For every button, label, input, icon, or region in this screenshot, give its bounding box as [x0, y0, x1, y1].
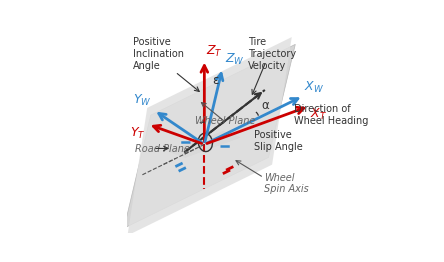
- Text: Positive
Inclination
Angle: Positive Inclination Angle: [133, 37, 184, 71]
- Text: α: α: [262, 99, 270, 112]
- Text: Wheel
Spin Axis: Wheel Spin Axis: [264, 173, 309, 194]
- Text: $X_W$: $X_W$: [304, 80, 324, 95]
- Text: Positive
Slip Angle: Positive Slip Angle: [254, 130, 302, 152]
- Text: Wheel Plane: Wheel Plane: [195, 116, 256, 126]
- Text: Direction of
Wheel Heading: Direction of Wheel Heading: [294, 104, 369, 126]
- Text: Tire
Trajectory
Velocity: Tire Trajectory Velocity: [248, 37, 296, 71]
- Text: $Y_W$: $Y_W$: [133, 93, 152, 108]
- Text: $Y_T$: $Y_T$: [130, 126, 146, 141]
- Polygon shape: [124, 44, 295, 228]
- Text: $X_T$: $X_T$: [310, 107, 327, 122]
- Text: Road Plane: Road Plane: [135, 144, 190, 154]
- Polygon shape: [127, 37, 292, 236]
- Text: ε: ε: [212, 74, 219, 87]
- Text: $Z_T$: $Z_T$: [206, 43, 223, 59]
- Polygon shape: [169, 132, 240, 157]
- Text: $Z_W$: $Z_W$: [225, 52, 244, 67]
